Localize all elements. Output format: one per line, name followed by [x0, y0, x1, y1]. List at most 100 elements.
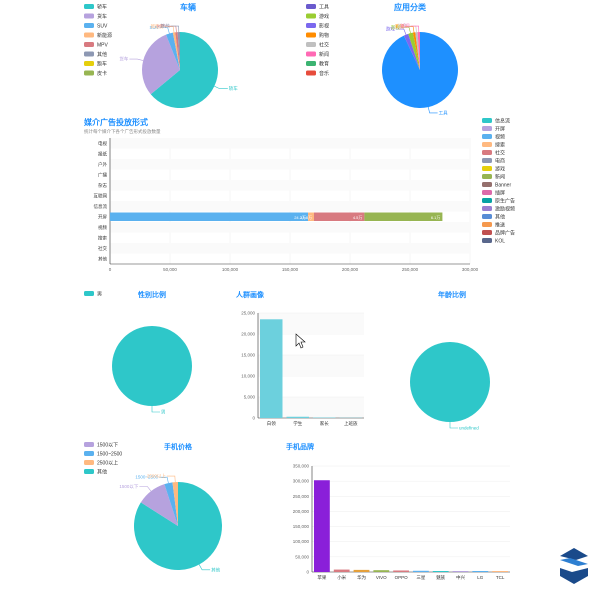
phonebrand-bar — [393, 570, 409, 572]
crowd-ytick: 10,000 — [241, 374, 255, 379]
media-legend-label: 原生广告 — [495, 198, 515, 205]
phonebrand-title: 手机品牌 — [286, 442, 314, 451]
app-pie-slice-label: 游戏 — [386, 26, 395, 33]
app-legend-label: 工具 — [319, 5, 329, 11]
phonebrand-ytick: 100,000 — [293, 539, 310, 544]
app-legend-label: 音乐 — [319, 70, 329, 77]
mouse-cursor-icon — [295, 333, 306, 349]
crowd-bar — [260, 319, 283, 418]
phonebrand-xtick: TCL — [496, 575, 505, 580]
phoneprice-legend-swatch — [84, 469, 94, 474]
brand-logo — [556, 546, 592, 586]
phoneprice-pie-label-line — [139, 486, 152, 492]
gender-legend-swatch — [84, 291, 94, 296]
vehicle-legend-swatch — [84, 13, 94, 19]
vehicle-legend-label: 跑车 — [97, 61, 107, 68]
media-ytick: 社交 — [98, 245, 107, 252]
media-legend-swatch — [482, 126, 492, 131]
phoneprice-pie-slice — [164, 482, 178, 526]
vehicle-legend-label: 轿车 — [97, 4, 107, 11]
phonebrand-bar — [432, 571, 449, 572]
media-legend-swatch — [482, 174, 492, 179]
media-ytick: 视频 — [98, 224, 107, 231]
crowd-xtick: 白领 — [267, 420, 276, 427]
app-legend-swatch — [306, 70, 316, 76]
app-pie-slice-label: 影视 — [391, 24, 400, 31]
media-title: 媒介广告投放形式 — [83, 117, 148, 127]
vehicle-pie-label-line — [159, 27, 170, 34]
media-row-band — [110, 159, 470, 170]
media-legend-label: 信息流 — [495, 118, 510, 125]
media-legend-label: 视频 — [495, 134, 505, 141]
app-legend-swatch — [306, 42, 316, 47]
app-legend-label: 社交 — [319, 42, 329, 49]
phoneprice-pie-label-line — [159, 476, 169, 484]
phoneprice-pie-slice-label: 1500~2500 — [135, 475, 158, 480]
crowd-xtick: 家长 — [320, 420, 329, 427]
app-legend-swatch — [306, 61, 316, 66]
gender-pie-slice — [112, 326, 192, 406]
phoneprice-pie-label-line — [166, 475, 176, 483]
media-row-band — [110, 180, 470, 191]
media-subtitle: 统计每个媒介下各个广告形式投放数量 — [84, 128, 161, 135]
media-ytick: 搜索 — [98, 234, 107, 241]
phonebrand-xtick: 三星 — [416, 575, 425, 580]
vehicle-pie-slice — [172, 32, 180, 70]
media-legend-label: 插屏 — [495, 190, 505, 197]
media-legend-swatch — [482, 158, 492, 163]
app-pie-slice — [408, 32, 420, 70]
app-legend-swatch — [306, 23, 316, 28]
media-legend-swatch — [482, 198, 492, 203]
phoneprice-legend-swatch — [84, 442, 94, 447]
phonebrand-bar — [353, 569, 370, 572]
media-xtick: 300,000 — [462, 267, 479, 272]
media-legend-swatch — [482, 190, 492, 195]
media-ytick: 其他 — [98, 255, 107, 262]
vehicle-pie-slice-label: 轿车 — [229, 85, 238, 92]
app-legend-label: 影视 — [319, 23, 329, 30]
crowd-ytick: 5,000 — [244, 395, 256, 400]
phonebrand-xtick: 小米 — [337, 574, 346, 581]
crowd-title: 人群画像 — [236, 290, 265, 299]
vehicle-title: 车辆 — [180, 2, 196, 12]
gender-legend-label: 男 — [97, 292, 102, 298]
phoneprice-pie-slice-label: 1500以下 — [119, 484, 139, 490]
media-xtick: 150,000 — [282, 267, 299, 272]
media-legend-label: 推送 — [495, 222, 505, 229]
age-pie-slice — [410, 342, 490, 422]
vehicle-legend-swatch — [84, 4, 94, 9]
phonebrand-bar — [373, 570, 390, 572]
vehicle-legend-label: 新能源 — [97, 32, 112, 39]
phonebrand-xtick: 苹果 — [317, 574, 326, 581]
media-bar-segment — [110, 212, 308, 221]
phoneprice-pie-slice — [140, 484, 178, 526]
app-legend-swatch — [306, 13, 316, 19]
app-pie-slice — [417, 32, 420, 70]
media-bar-segment — [308, 212, 314, 221]
age-pie-label-line — [449, 422, 458, 429]
phonebrand-xtick: 魅族 — [436, 574, 445, 581]
media-legend-swatch — [482, 166, 492, 171]
vehicle-pie-label-line — [170, 25, 180, 33]
vehicle-pie-label-line — [165, 26, 175, 33]
media-ytick: 电视 — [98, 140, 107, 147]
vehicle-legend-swatch — [84, 61, 94, 66]
crowd-xtick: 上班族 — [344, 420, 358, 427]
media-row-band — [110, 201, 470, 212]
vehicle-pie-slice-label: 货车 — [119, 56, 128, 63]
phonebrand-bar — [492, 571, 508, 572]
media-bar-label: 4.5万 — [353, 215, 363, 220]
app-pie-slice-label: 购物 — [395, 23, 404, 30]
app-title: 应用分类 — [394, 2, 426, 12]
media-ytick: 互联网 — [94, 192, 108, 199]
app-legend-swatch — [306, 32, 316, 38]
app-pie-slice-label: 新闻 — [401, 23, 410, 30]
crowd-bar — [286, 416, 309, 418]
media-legend-label: 电商 — [495, 158, 505, 165]
media-ytick: 开屏 — [98, 214, 107, 220]
vehicle-legend-swatch — [84, 23, 94, 28]
vehicle-legend-label: SUV — [97, 24, 108, 30]
media-ytick: 户外 — [98, 161, 107, 168]
phoneprice-pie-label-line — [198, 564, 211, 571]
phonebrand-xtick: VIVO — [376, 575, 387, 580]
